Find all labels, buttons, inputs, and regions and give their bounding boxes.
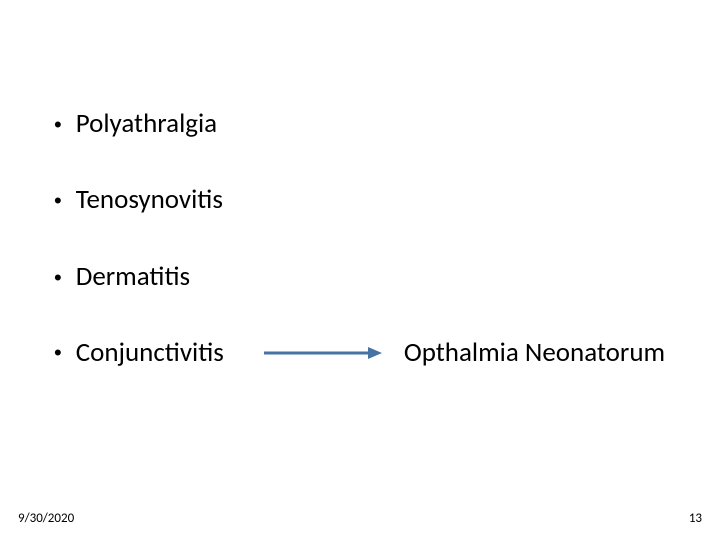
slide: • Polyathralgia • Tenosynovitis • Dermat… <box>0 0 720 540</box>
bullet-text: Conjunctivitis <box>76 337 224 369</box>
bullet-text: Dermatitis <box>76 261 190 293</box>
list-item: • Tenosynovitis <box>54 184 674 216</box>
bullet-marker: • <box>54 112 62 138</box>
footer-date: 9/30/2020 <box>18 511 74 526</box>
bullet-marker: • <box>54 265 62 291</box>
bullet-list: • Polyathralgia • Tenosynovitis • Dermat… <box>54 108 674 414</box>
bullet-marker: • <box>54 188 62 214</box>
list-item: • Polyathralgia <box>54 108 674 140</box>
footer-page-number: 13 <box>689 511 702 526</box>
bullet-text: Tenosynovitis <box>76 184 223 216</box>
arrow-icon <box>264 345 382 361</box>
arrow-svg <box>264 345 382 361</box>
annotation-text: Opthalmia Neonatorum <box>404 337 665 369</box>
list-item: • Conjunctivitis Opthalmia Neonatorum <box>54 337 674 369</box>
bullet-text: Polyathralgia <box>76 108 217 140</box>
list-item: • Dermatitis <box>54 261 674 293</box>
bullet-marker: • <box>54 340 62 366</box>
